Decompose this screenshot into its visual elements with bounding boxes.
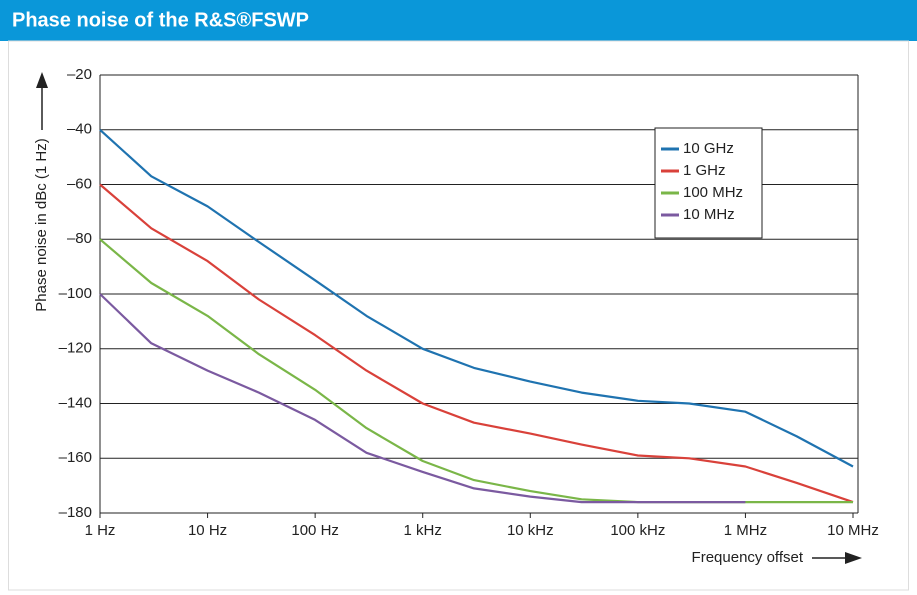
y-arrowhead (36, 72, 48, 88)
series-line (99, 293, 746, 504)
y-axis-label: Phase noise in dBc (1 Hz) (33, 138, 50, 311)
x-tick-label: 1 MHz (724, 522, 767, 539)
x-tick-label: 100 Hz (291, 522, 339, 539)
legend-label: 1 GHz (683, 162, 726, 179)
x-tick-label: 1 Hz (85, 522, 116, 539)
series-line (99, 238, 853, 504)
legend-label: 10 MHz (683, 206, 735, 223)
legend-label: 10 GHz (683, 140, 734, 157)
x-tick-label: 10 Hz (188, 522, 227, 539)
frame (8, 40, 909, 591)
x-tick-label: 10 kHz (507, 522, 554, 539)
legend-label: 100 MHz (683, 184, 743, 201)
y-tick-label: –40 (67, 121, 92, 138)
x-tick-label: 10 MHz (827, 522, 879, 539)
x-arrowhead (845, 552, 862, 564)
x-tick-label: 1 kHz (404, 522, 442, 539)
series-line (99, 128, 854, 468)
y-tick-label: –180 (59, 504, 92, 521)
y-tick-label: –60 (67, 175, 92, 192)
header-bar (0, 0, 917, 41)
x-tick-label: 100 kHz (610, 522, 665, 539)
y-tick-label: –160 (59, 449, 92, 466)
x-axis-label: Frequency offset (692, 549, 804, 566)
y-tick-label: –100 (59, 285, 92, 302)
y-tick-label: –20 (67, 66, 92, 83)
legend-box (654, 127, 763, 239)
y-tick-label: –80 (67, 230, 92, 247)
y-tick-label: –120 (59, 340, 92, 357)
chart-title: Phase noise of the R&S®FSWP (12, 9, 309, 31)
y-tick-label: –140 (59, 394, 92, 411)
series-line (99, 183, 854, 504)
